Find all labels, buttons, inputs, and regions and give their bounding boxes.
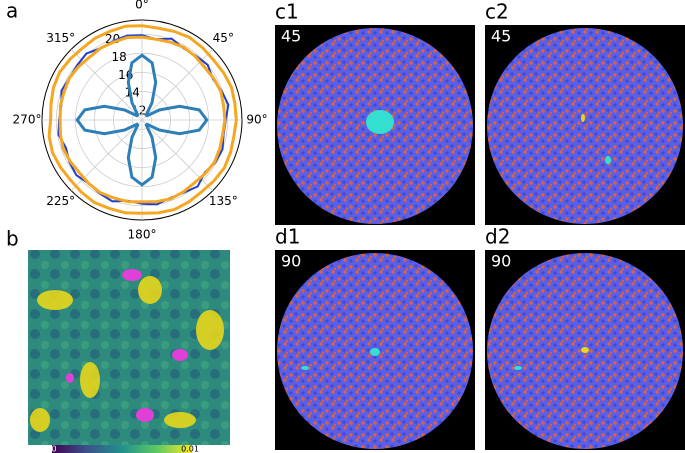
time-label: 90 bbox=[281, 252, 301, 271]
series-line bbox=[75, 53, 209, 187]
cluster bbox=[605, 156, 611, 164]
series-line bbox=[58, 35, 227, 204]
cluster bbox=[581, 114, 585, 122]
colorbar bbox=[52, 445, 192, 453]
colorbar-tick-label: 0.01 bbox=[181, 445, 199, 453]
particle-disk bbox=[487, 28, 683, 224]
time-label: 90 bbox=[491, 252, 511, 271]
colormap-panel: b 0 0.01 bbox=[6, 227, 230, 453]
colorbar-tick-label: 0 bbox=[51, 445, 56, 453]
theta-tick-label: 0° bbox=[135, 0, 149, 12]
cluster bbox=[366, 110, 394, 134]
theta-tick-label: 225° bbox=[46, 194, 75, 208]
theta-tick-label: 90° bbox=[246, 113, 267, 127]
theta-tick-label: 45° bbox=[213, 31, 234, 45]
grid-spoke bbox=[141, 119, 213, 191]
theta-tick-label: 135° bbox=[209, 194, 238, 208]
field-image bbox=[28, 250, 230, 445]
time-label: 45 bbox=[491, 27, 511, 46]
cluster bbox=[514, 366, 522, 370]
grid-spoke bbox=[71, 119, 143, 191]
theta-tick-label: 270° bbox=[13, 113, 42, 127]
panel-label: c1 bbox=[275, 0, 299, 24]
cluster-regions bbox=[66, 269, 188, 422]
series-line bbox=[47, 24, 238, 215]
cluster bbox=[581, 347, 589, 353]
theta-tick-label: 180° bbox=[128, 228, 157, 242]
cluster bbox=[370, 348, 380, 356]
panel-label: d1 bbox=[275, 225, 300, 249]
theta-tick-label: 315° bbox=[46, 31, 75, 45]
cluster bbox=[301, 366, 309, 370]
panel-label: c2 bbox=[485, 0, 509, 24]
r-tick-label: 18 bbox=[112, 50, 127, 64]
panel-label: d2 bbox=[485, 225, 510, 249]
high-regions bbox=[30, 276, 224, 432]
panel-label: b bbox=[6, 227, 19, 251]
panel-label: a bbox=[6, 0, 18, 23]
time-label: 45 bbox=[281, 27, 301, 46]
